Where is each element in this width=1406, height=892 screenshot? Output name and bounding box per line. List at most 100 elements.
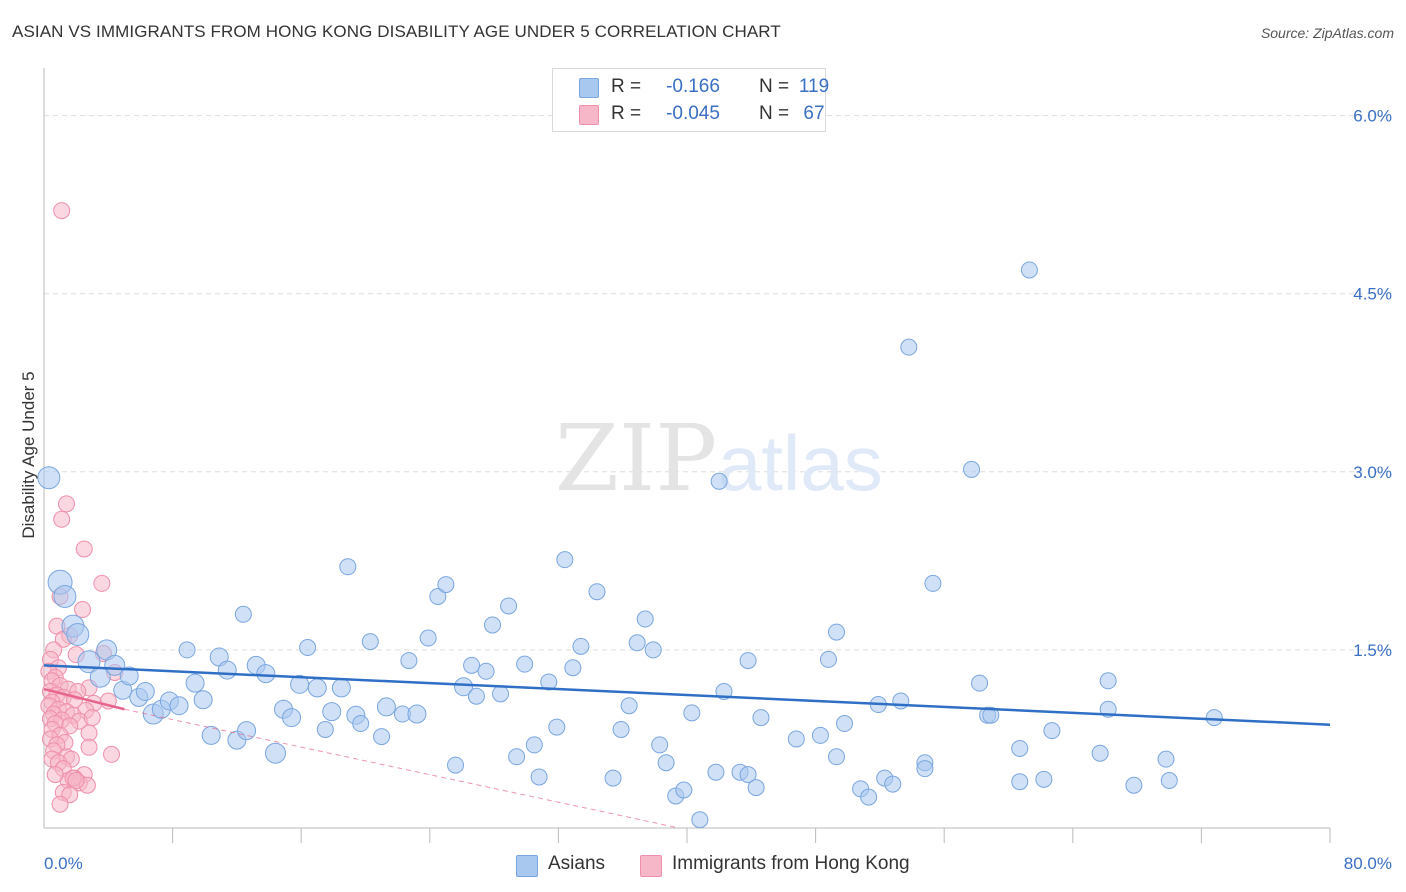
asian-point-102 xyxy=(924,574,942,592)
asian-point-17 xyxy=(178,641,196,659)
asian-point-62 xyxy=(548,718,566,736)
asian-point-16 xyxy=(169,696,189,716)
asian-point-77 xyxy=(683,704,701,722)
hongkong-point-39 xyxy=(83,709,101,727)
asian-point-25 xyxy=(234,605,252,623)
asian-point-64 xyxy=(564,659,582,677)
asian-point-34 xyxy=(316,720,334,738)
asian-point-103 xyxy=(963,460,981,478)
hongkong-point-64 xyxy=(51,795,69,813)
asian-point-58 xyxy=(516,655,534,673)
bottom-asians-swatch xyxy=(516,855,538,877)
asian-point-47 xyxy=(429,587,447,605)
asian-point-83 xyxy=(739,766,757,784)
asian-point-71 xyxy=(636,610,654,628)
hongkong-point-48 xyxy=(80,738,98,756)
asian-point-116 xyxy=(1157,750,1175,768)
asian-point-118 xyxy=(1205,709,1223,727)
asian-point-27 xyxy=(256,664,276,684)
asian-point-61 xyxy=(540,673,558,691)
hongkong-n-value: 67 xyxy=(803,103,825,124)
asian-point-66 xyxy=(588,583,606,601)
x-tick-label-1: 80.0% xyxy=(1344,854,1392,873)
correlation-legend: R = -0.166 N = 119 R = -0.045 N = 67 xyxy=(552,68,829,132)
asian-point-57 xyxy=(508,748,526,766)
grid-lines xyxy=(44,115,1392,651)
hongkong-point-66 xyxy=(67,772,85,790)
asian-point-72 xyxy=(644,641,662,659)
asian-point-51 xyxy=(463,656,481,674)
asian-point-117 xyxy=(1160,772,1178,790)
asian-point-97 xyxy=(884,775,902,793)
asian-point-50 xyxy=(454,677,474,697)
y-tick-label-0: 1.5% xyxy=(1353,641,1392,660)
asian-point-74 xyxy=(657,754,675,772)
asian-point-53 xyxy=(477,662,495,680)
asian-point-56 xyxy=(500,597,518,615)
asian-point-35 xyxy=(322,702,342,722)
hongkong-point-50 xyxy=(103,745,121,763)
hongkong-swatch xyxy=(579,105,599,125)
asian-point-28 xyxy=(264,742,286,764)
hongkong-point-4 xyxy=(93,574,111,592)
asian-point-55 xyxy=(492,685,510,703)
asian-point-54 xyxy=(483,616,501,634)
asian-point-37 xyxy=(339,558,357,576)
asian-point-87 xyxy=(787,730,805,748)
asian-point-107 xyxy=(1011,773,1029,791)
hongkong-trend-extension xyxy=(124,708,680,829)
watermark-atlas: atlas xyxy=(718,419,883,507)
trend-lines xyxy=(43,664,1331,829)
asian-point-69 xyxy=(620,697,638,715)
asian-point-22 xyxy=(217,660,237,680)
asians-n-label: N = xyxy=(759,76,790,97)
asians-swatch xyxy=(579,78,599,98)
asian-point-10 xyxy=(119,666,139,686)
asian-point-40 xyxy=(361,633,379,651)
asians-n-value: 119 xyxy=(798,76,830,97)
asian-point-60 xyxy=(530,768,548,786)
asian-point-94 xyxy=(860,788,878,806)
asian-point-115 xyxy=(1125,776,1143,794)
asian-point-45 xyxy=(407,704,427,724)
asian-point-101 xyxy=(916,760,934,778)
y-tick-label-3: 6.0% xyxy=(1353,107,1392,126)
hongkong-r-label: R = xyxy=(611,103,642,124)
asians-r-label: R = xyxy=(611,76,642,97)
asian-trend-line xyxy=(43,664,1331,726)
asian-point-52 xyxy=(467,687,485,705)
asian-point-89 xyxy=(819,650,837,668)
y-tick-label-2: 4.5% xyxy=(1353,285,1392,304)
asian-point-36 xyxy=(331,678,351,698)
watermark: ZIP atlas xyxy=(555,405,883,512)
asian-point-4 xyxy=(66,622,90,646)
hongkong-r-value: -0.045 xyxy=(666,103,720,124)
asian-point-98 xyxy=(892,692,910,710)
asians-r-value: -0.166 xyxy=(666,76,720,97)
asian-point-46 xyxy=(419,629,437,647)
hongkong-point-2 xyxy=(53,510,71,528)
asian-point-108 xyxy=(1011,739,1029,757)
asian-point-106 xyxy=(982,706,1000,724)
asian-point-85 xyxy=(752,709,770,727)
asian-point-109 xyxy=(1020,261,1038,279)
asian-point-88 xyxy=(811,726,829,744)
asian-points xyxy=(37,261,1223,829)
x-tick-label-0: 0.0% xyxy=(44,854,83,873)
asian-point-12 xyxy=(135,681,155,701)
asian-point-42 xyxy=(376,697,396,717)
asian-point-91 xyxy=(836,715,854,733)
asian-point-19 xyxy=(193,690,213,710)
source-label: Source: ZipAtlas.com xyxy=(1260,25,1394,41)
hongkong-point-43 xyxy=(80,724,98,742)
hongkong-point-65 xyxy=(46,766,64,784)
asian-point-39 xyxy=(352,715,370,733)
asian-point-67 xyxy=(604,769,622,787)
asian-point-41 xyxy=(373,728,391,746)
asian-point-104 xyxy=(971,674,989,692)
asian-point-63 xyxy=(556,551,574,569)
asian-point-2 xyxy=(53,584,77,608)
asian-point-68 xyxy=(612,720,630,738)
asian-point-48 xyxy=(437,576,455,594)
asian-point-73 xyxy=(651,736,669,754)
